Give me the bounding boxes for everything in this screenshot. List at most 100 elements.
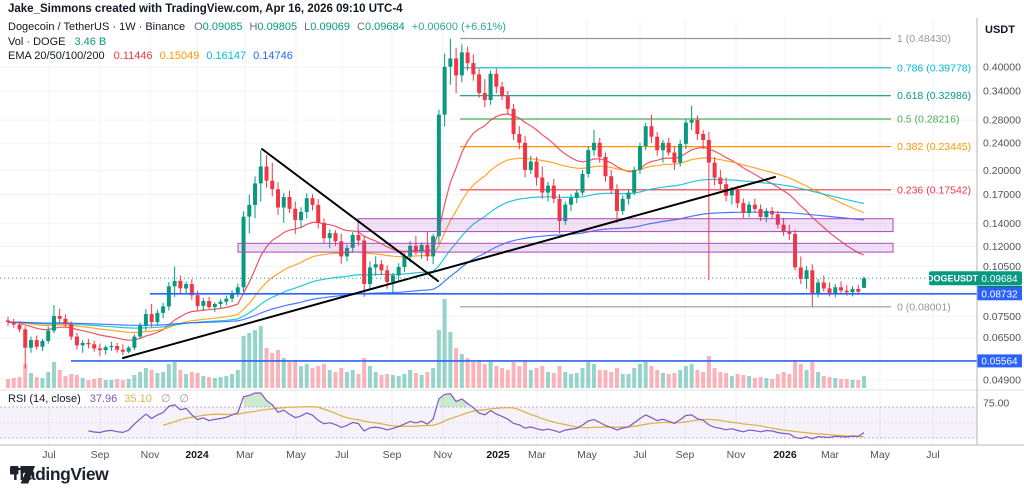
time-tick-label: Mar <box>236 449 255 461</box>
volume-bar <box>333 372 338 388</box>
volume-bar <box>649 366 654 388</box>
volume-bar <box>69 374 74 388</box>
candle-body <box>109 346 114 348</box>
ema20-value: 0.11446 <box>113 50 153 62</box>
volume-bar <box>856 380 861 388</box>
trendlines <box>122 148 776 359</box>
time-tick-label: May <box>870 449 891 461</box>
support-lines <box>71 292 977 362</box>
time-tick-label: Nov <box>727 449 746 461</box>
volume-bar <box>816 372 821 388</box>
candle-body <box>477 74 482 93</box>
volume-bar <box>431 368 436 388</box>
volume-legend[interactable]: Vol · DOGE 3.46 B <box>8 36 106 48</box>
volume-bar <box>57 370 62 388</box>
volume-bar <box>316 366 321 388</box>
volume-bar <box>408 370 413 388</box>
ema-legend[interactable]: EMA 20/50/100/200 0.11446 0.15049 0.1614… <box>8 50 293 62</box>
candle-body <box>235 287 240 293</box>
candle-body <box>396 267 401 276</box>
candle-body <box>373 264 378 268</box>
volume-bar <box>6 379 10 388</box>
price-axis[interactable]: 0.40000 0.34000 0.28000 0.24000 0.20000 0.170… <box>983 62 1021 410</box>
volume-bar <box>63 376 68 388</box>
candle-body <box>23 329 28 348</box>
candle-body <box>402 256 407 267</box>
ohlc-high: H0.09805 <box>249 21 298 33</box>
volume-bar <box>724 373 729 388</box>
volume-bar <box>109 380 114 388</box>
volume-bar <box>97 378 102 388</box>
tradingview-logo[interactable]: TradingView <box>10 464 109 485</box>
volume-bar <box>46 372 51 388</box>
candle-body <box>298 212 303 221</box>
candle-body <box>408 245 413 257</box>
candle-body <box>586 150 591 174</box>
ema-label: EMA 20/50/100/200 <box>8 50 105 62</box>
volume-bar <box>844 379 849 388</box>
rsi-legend[interactable]: RSI (14, close) 37.96 35.10 ∅ ∅ <box>8 392 189 405</box>
candle-body <box>632 169 637 193</box>
price-tick-label: 0.34000 <box>983 86 1021 98</box>
price-tick-label: 0.14000 <box>983 218 1021 230</box>
candle-body <box>69 324 74 337</box>
candle-body <box>103 347 108 351</box>
candle-body <box>247 204 252 217</box>
candle-body <box>172 280 177 287</box>
volume-bar <box>839 379 844 388</box>
volume-bar <box>591 364 596 388</box>
price-change: +0.00600 (+6.61%) <box>411 21 506 33</box>
candle-body <box>34 340 39 347</box>
fib-level-label: 0.618 (0.32986) <box>897 90 971 102</box>
candle-body <box>201 301 206 306</box>
time-tick-label: 2026 <box>773 449 797 461</box>
candle-body <box>92 344 97 349</box>
volume-bar <box>34 377 39 388</box>
candle-body <box>827 288 832 293</box>
price-tick-label: 0.24000 <box>983 138 1021 150</box>
time-axis[interactable]: Jul Sep Nov 2024 Mar May Jul Sep Nov 2025 Mar May Ju… <box>42 449 939 461</box>
volume-bar <box>833 378 838 388</box>
volume-bar <box>752 378 757 388</box>
supply-zone <box>357 218 894 233</box>
ema-50-line <box>7 157 865 334</box>
ohlc-close: C0.09684 <box>357 21 405 33</box>
candle-body <box>482 93 487 100</box>
candle-body <box>758 209 763 217</box>
volume-bar <box>511 362 516 388</box>
candle-body <box>97 348 102 351</box>
candle-body <box>276 189 281 208</box>
candle-body <box>528 161 533 170</box>
candle-body <box>46 330 51 341</box>
candle-body <box>540 177 545 193</box>
candle-body <box>454 58 459 76</box>
symbol-legend[interactable]: Dogecoin / TetherUS · 1W · Binance O0.09… <box>8 21 506 33</box>
candle-body <box>465 52 470 64</box>
candle-body <box>844 290 849 293</box>
volume-bar <box>660 373 665 388</box>
volume-bar <box>500 368 505 388</box>
time-tick-label: 2025 <box>486 449 510 461</box>
hide-indicator-icon[interactable]: ∅ <box>179 393 189 405</box>
time-tick-label: Jul <box>633 449 646 461</box>
price-tick-label: 0.17000 <box>983 189 1021 201</box>
volume-bar <box>80 378 85 388</box>
volume-bar <box>149 370 154 388</box>
candle-body <box>660 142 665 151</box>
candle-body <box>787 232 792 234</box>
candle-body <box>385 270 390 282</box>
volume-bar <box>793 360 798 388</box>
hide-indicator-icon[interactable]: ∅ <box>160 393 171 405</box>
volume-bar <box>103 380 108 388</box>
volume-bar <box>678 370 683 388</box>
candle-body <box>356 235 361 241</box>
candle-body <box>712 162 717 178</box>
candle-body <box>683 122 688 144</box>
volume-bar <box>195 373 200 388</box>
candle-body <box>367 267 372 284</box>
volume-bar <box>11 378 16 388</box>
candle-body <box>74 336 79 346</box>
candle-body <box>207 301 212 308</box>
symbol-title[interactable]: Dogecoin / TetherUS · 1W · Binance <box>8 21 186 33</box>
